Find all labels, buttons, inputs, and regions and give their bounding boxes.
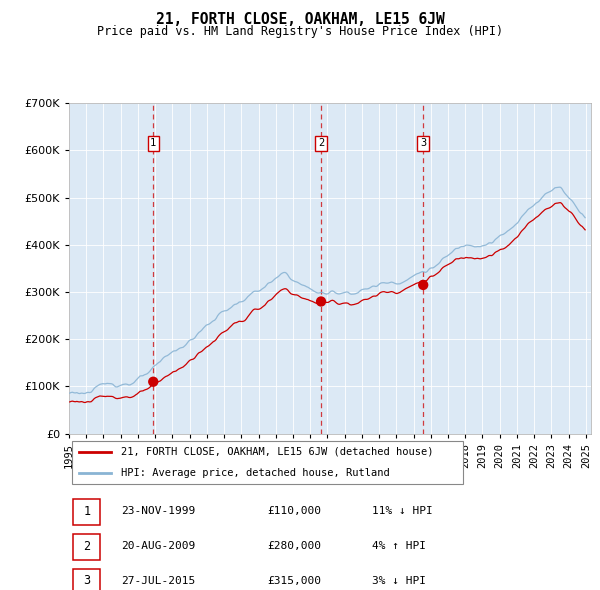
Text: 23-NOV-1999: 23-NOV-1999 (121, 506, 196, 516)
Text: 4% ↑ HPI: 4% ↑ HPI (372, 541, 426, 551)
Text: £110,000: £110,000 (268, 506, 322, 516)
FancyBboxPatch shape (73, 534, 100, 560)
Text: £280,000: £280,000 (268, 541, 322, 551)
Text: 3: 3 (420, 139, 427, 148)
Text: 1: 1 (83, 504, 91, 517)
Text: £315,000: £315,000 (268, 576, 322, 586)
FancyBboxPatch shape (73, 569, 100, 590)
Text: 2: 2 (83, 539, 91, 553)
Point (148, 377, 158, 386)
Text: 3% ↓ HPI: 3% ↓ HPI (372, 576, 426, 586)
Text: 2: 2 (318, 139, 324, 148)
Text: 27-JUL-2015: 27-JUL-2015 (121, 576, 196, 586)
Point (418, 280, 428, 290)
Text: Price paid vs. HM Land Registry's House Price Index (HPI): Price paid vs. HM Land Registry's House … (97, 25, 503, 38)
Text: 21, FORTH CLOSE, OAKHAM, LE15 6JW (detached house): 21, FORTH CLOSE, OAKHAM, LE15 6JW (detac… (121, 447, 434, 457)
Text: HPI: Average price, detached house, Rutland: HPI: Average price, detached house, Rutl… (121, 468, 390, 478)
Text: 21, FORTH CLOSE, OAKHAM, LE15 6JW: 21, FORTH CLOSE, OAKHAM, LE15 6JW (155, 12, 445, 27)
Text: 20-AUG-2009: 20-AUG-2009 (121, 541, 196, 551)
Text: 1: 1 (150, 139, 157, 148)
Point (316, 297, 326, 306)
FancyBboxPatch shape (71, 441, 463, 484)
Text: 11% ↓ HPI: 11% ↓ HPI (372, 506, 433, 516)
Text: 3: 3 (83, 575, 91, 588)
FancyBboxPatch shape (73, 499, 100, 525)
